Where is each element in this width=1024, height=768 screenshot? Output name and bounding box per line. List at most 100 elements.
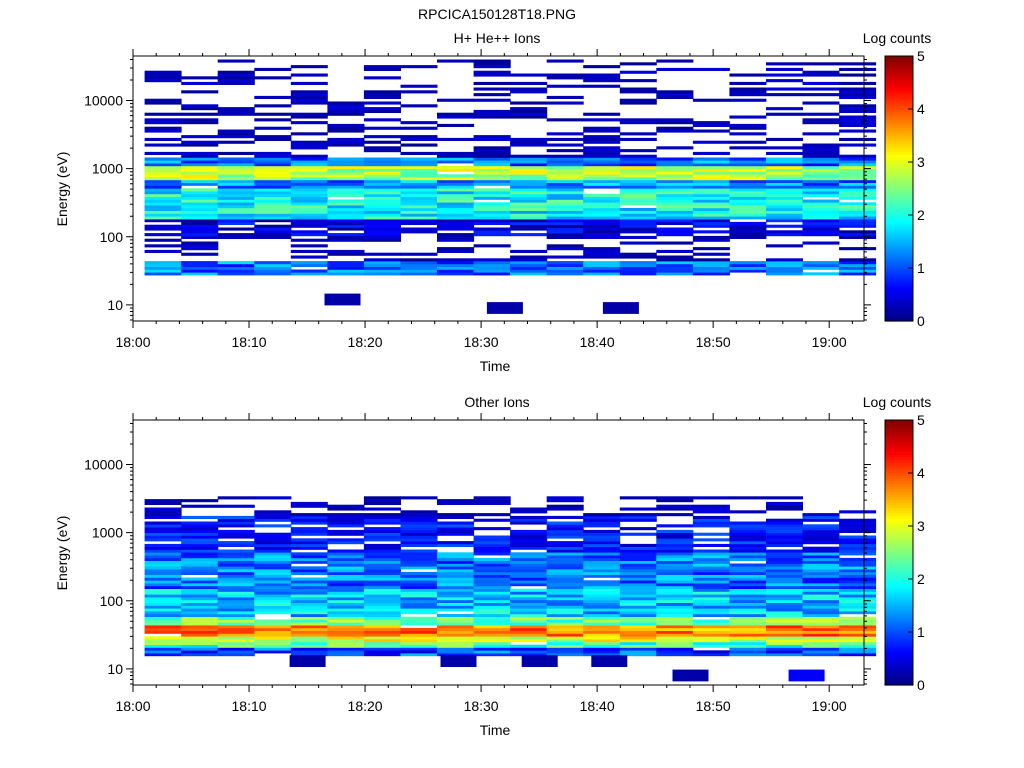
heatmap-cell [656,258,694,262]
heatmap-cell [254,597,292,601]
heatmap-cell [181,639,219,643]
heatmap-cell [839,261,877,265]
colorbar-step [885,555,913,559]
heatmap-cell [254,563,292,567]
heatmap-cell [619,633,657,637]
heatmap-cell [327,174,365,178]
heatmap-cell [583,605,621,609]
heatmap-cell [619,515,657,519]
heatmap-cell [692,538,730,542]
heatmap-cell [290,230,328,234]
heatmap-cell [290,249,328,253]
heatmap-cell [510,613,548,617]
heatmap-cell [692,191,730,195]
heatmap-cell [546,196,584,200]
heatmap-cell [619,619,657,623]
heatmap-cell [510,207,548,211]
heatmap-cell [144,513,182,517]
heatmap-cell [583,224,621,228]
heatmap-cell [839,650,877,654]
heatmap-cell [217,193,255,197]
heatmap-cell [144,79,182,83]
colorbar-step [885,204,913,208]
heatmap-cell [839,272,877,276]
heatmap-cell [510,574,548,578]
heatmap-cell [766,507,803,511]
heatmap-cell [766,591,803,595]
heatmap-cell [839,121,877,125]
colorbar-step [885,420,913,424]
heatmap-cell [254,647,292,651]
heatmap-cell [583,653,621,657]
heatmap-cell [583,219,621,223]
heatmap-cell [181,244,219,248]
heatmap-cell [583,569,621,573]
heatmap-cell [619,583,657,587]
colorbar-step [885,177,913,182]
heatmap-cell [290,255,328,259]
heatmap-cell [619,496,657,500]
heatmap-cell [583,221,621,225]
heatmap-cell [144,76,182,80]
heatmap-cell [729,98,767,102]
heatmap-cell [729,552,767,556]
heatmap-cell [144,224,182,228]
heatmap-cell [254,538,292,542]
heatmap-cell [802,532,840,536]
heatmap-cell [692,266,730,270]
colorbar-tick-label: 0 [917,677,925,693]
heatmap-cell [656,213,694,217]
heatmap-cell [181,543,219,547]
heatmap-cell [729,653,767,657]
heatmap-cell [619,149,657,153]
event-cell [440,655,477,667]
colorbar-step [885,504,913,509]
colorbar-step [885,639,913,644]
heatmap-cell [510,541,548,545]
heatmap-cell [473,154,511,158]
heatmap-cell [217,269,255,273]
heatmap-cell [583,137,621,141]
heatmap-cell [839,557,877,561]
heatmap-cell [327,597,365,601]
heatmap-cell [546,174,584,178]
heatmap-cell [510,154,548,158]
heatmap-cell [400,191,438,195]
heatmap-cell [437,154,475,158]
colorbar-step [885,56,913,60]
heatmap-cell [510,529,548,533]
heatmap-cell [290,627,328,631]
heatmap-cell [729,266,767,270]
heatmap-cell [583,580,621,584]
heatmap-cell [473,59,511,63]
heatmap-cell [217,59,255,63]
heatmap-cell [181,143,219,147]
heatmap-cell [692,641,730,645]
heatmap-cell [546,563,584,567]
heatmap-cell [766,191,803,195]
heatmap-cell [692,518,730,522]
heatmap-cell [546,555,584,559]
heatmap-cell [437,261,475,265]
heatmap-cell [766,636,803,640]
heatmap-cell [400,213,438,217]
heatmap-cell [254,602,292,606]
heatmap-cell [802,613,840,617]
heatmap-cell [510,81,548,85]
colorbar-tick-label: 1 [917,624,925,640]
heatmap-cell [692,619,730,623]
heatmap-cell [766,504,803,508]
heatmap-cell [510,210,548,214]
heatmap-cell [802,163,840,167]
heatmap-cell [144,98,182,102]
heatmap-cell [473,261,511,265]
heatmap-cell [729,263,767,267]
colorbar-step [885,103,913,107]
heatmap-cell [290,599,328,603]
colorbar-step [885,512,913,516]
heatmap-cell [510,227,548,231]
heatmap-cell [656,552,694,556]
heatmap-cell [766,258,803,262]
heatmap-cell [327,515,365,519]
heatmap-cell [692,207,730,211]
